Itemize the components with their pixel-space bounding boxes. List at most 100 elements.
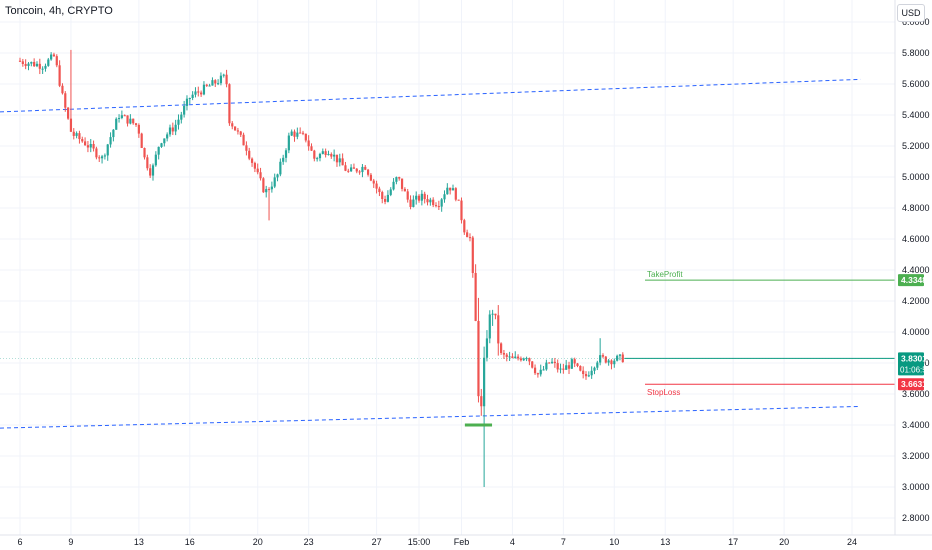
price-tick-label: 4.4000 [902, 265, 930, 275]
candle-body [160, 143, 163, 147]
candle-body [497, 315, 500, 344]
candle-body [505, 354, 508, 357]
time-tick-label: 7 [561, 537, 566, 547]
candle-body [596, 362, 599, 368]
candle-body [233, 126, 237, 131]
candle-body [553, 361, 556, 364]
price-axis[interactable]: 2.80003.00003.20003.40003.60003.80004.00… [902, 17, 930, 523]
currency-button[interactable]: USD [897, 4, 925, 22]
stoploss-price-tag-bg [898, 378, 924, 391]
candle-body [228, 84, 231, 124]
countdown-timer: 01:06:54 [900, 365, 932, 374]
stoploss-price-tag: 3.6631 [901, 379, 927, 389]
candle-body [466, 232, 469, 238]
candle-body [21, 61, 24, 65]
candle-body [412, 199, 415, 207]
time-tick-label: Feb [454, 537, 470, 547]
candle-body [361, 166, 364, 173]
candle-body [375, 183, 378, 189]
candle-body [273, 177, 276, 187]
candle-body [200, 92, 203, 95]
candle-body [194, 91, 197, 95]
candle-body [570, 359, 573, 369]
candle-body [604, 356, 607, 363]
candle-body [559, 368, 562, 370]
candle-body [415, 195, 418, 200]
candle-body [262, 178, 265, 193]
time-tick-label: 23 [304, 537, 314, 547]
candle-body [55, 56, 58, 66]
candle-body [381, 192, 384, 200]
candle-body [366, 169, 370, 175]
candle-body [483, 357, 486, 407]
price-tick-label: 5.0000 [902, 172, 930, 182]
candle-body [154, 154, 157, 166]
time-tick-label: 16 [185, 537, 195, 547]
time-axis[interactable]: 6 9 13 16 20 23 27 15:00 Feb 4 7 10 13 17 20 24 [17, 537, 857, 547]
candle-body [333, 154, 336, 157]
candle-body [106, 144, 109, 156]
candle-body [103, 155, 106, 157]
candle-body [245, 145, 248, 151]
candle-body [406, 191, 409, 200]
price-tick-label: 4.6000 [902, 234, 930, 244]
candle-body [202, 84, 206, 95]
candle-body [44, 65, 47, 69]
candle-body [120, 115, 123, 118]
candle-body [480, 396, 483, 407]
candle-body [616, 355, 619, 361]
candle-body [434, 205, 438, 207]
candle-body [146, 157, 149, 169]
candle-body [372, 180, 375, 184]
candle-body [256, 168, 259, 173]
candle-body [310, 146, 313, 151]
candle-body [75, 133, 78, 136]
candle-body [400, 178, 404, 189]
candle-body [545, 362, 548, 370]
candle-body [576, 363, 579, 367]
candle-body [358, 171, 361, 173]
candle-body [253, 162, 256, 169]
price-tick-label: 5.8000 [902, 48, 930, 58]
candle-body [69, 118, 73, 132]
candle-body [347, 170, 350, 172]
symbol-title[interactable]: Toncoin, 4h, CRYPTO [5, 5, 113, 17]
candle-body [89, 144, 92, 148]
current-price-tag-bg [898, 352, 924, 376]
candle-body [477, 320, 480, 397]
time-tick-label: 13 [134, 537, 144, 547]
candle-body [98, 157, 101, 159]
takeprofit-label: TakeProfit [647, 270, 683, 279]
price-tick-label: 5.2000 [902, 141, 930, 151]
trendline-upper[interactable] [0, 78, 861, 113]
candle-body [265, 189, 268, 193]
candle-body [296, 132, 299, 137]
candle-body [115, 118, 118, 130]
candle-body [307, 140, 310, 147]
candle-body [287, 135, 290, 151]
candle-body [437, 206, 440, 208]
time-tick-label: 4 [510, 537, 515, 547]
candle-body [197, 91, 200, 93]
time-tick-label: 6 [17, 537, 22, 547]
candle-body [590, 370, 593, 376]
candle-body [214, 80, 217, 84]
candle-body [35, 63, 39, 67]
candle-body [219, 75, 223, 84]
candle-body [177, 119, 180, 125]
candle-body [528, 358, 531, 362]
candle-body [86, 145, 90, 148]
candle-body [451, 188, 455, 191]
candle-body [488, 314, 491, 339]
candle-body [364, 166, 367, 170]
candle-body [143, 147, 146, 158]
candle-body [613, 360, 616, 365]
candle-body [112, 129, 115, 138]
price-tick-label: 3.0000 [902, 482, 930, 492]
trendline-lower[interactable] [0, 405, 861, 429]
candle-body [225, 74, 228, 85]
price-tick-label: 2.8000 [902, 513, 930, 523]
candle-body [556, 363, 559, 370]
candle-body [474, 272, 477, 321]
